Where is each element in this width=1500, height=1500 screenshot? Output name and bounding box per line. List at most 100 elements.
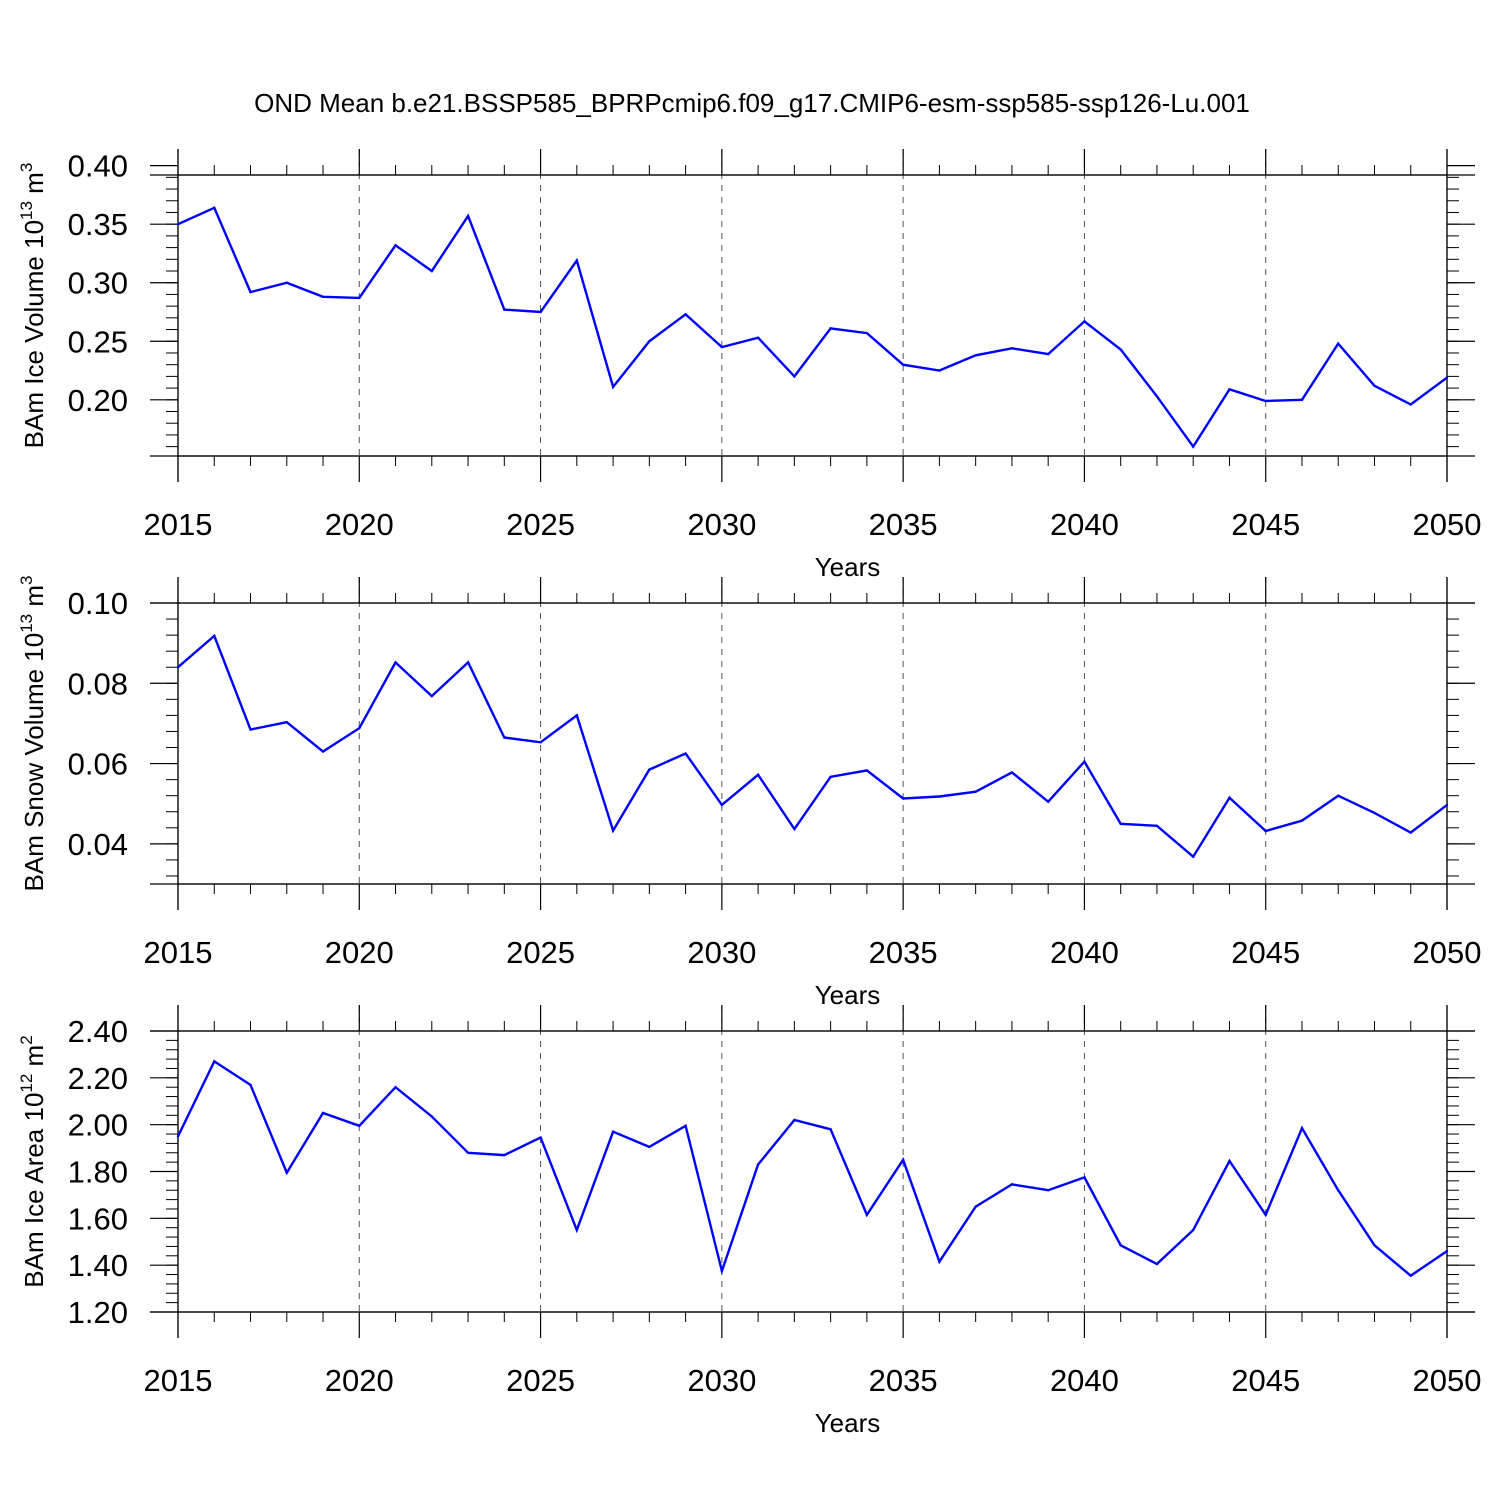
data-point <box>503 308 506 311</box>
x-tick-label: 2045 <box>1231 1363 1300 1398</box>
data-point <box>358 727 361 730</box>
data-point <box>466 214 470 218</box>
data-point <box>793 1118 796 1122</box>
data-point <box>756 1163 760 1166</box>
x-tick-label: 2030 <box>687 935 756 970</box>
data-point <box>430 269 433 273</box>
data-point <box>1083 760 1086 763</box>
x-tick-label: 2015 <box>144 1363 213 1398</box>
data-point <box>1300 1126 1304 1130</box>
data-point <box>1010 771 1014 774</box>
data-point <box>1155 1262 1159 1266</box>
y-tick-label: 1.20 <box>68 1295 128 1330</box>
data-point <box>539 1136 542 1139</box>
x-tick-label: 2035 <box>869 1363 938 1398</box>
data-point <box>249 290 252 294</box>
x-tick-label: 2025 <box>506 1363 575 1398</box>
data-point <box>1337 342 1340 345</box>
x-tick-label: 2045 <box>1231 507 1300 542</box>
series-line <box>177 206 1448 449</box>
data-point <box>1373 384 1376 387</box>
x-tick-label: 2045 <box>1231 935 1300 970</box>
y-tick-label: 2.00 <box>68 1108 128 1143</box>
data-point <box>1409 403 1412 406</box>
data-point <box>1264 399 1267 403</box>
y-tick-label: 2.40 <box>68 1014 128 1049</box>
data-point <box>358 296 361 300</box>
x-tick-label: 2050 <box>1413 935 1482 970</box>
y-tick-label: 2.20 <box>68 1061 128 1096</box>
x-axis-title: Years <box>815 980 881 1010</box>
data-point <box>1119 348 1122 351</box>
y-tick-label: 1.60 <box>68 1201 128 1236</box>
data-point <box>756 773 760 777</box>
data-point <box>684 1124 687 1128</box>
data-point <box>1300 819 1304 822</box>
data-point <box>901 1158 905 1161</box>
data-point <box>1337 794 1340 797</box>
data-point <box>575 1228 579 1232</box>
data-point <box>1264 829 1267 833</box>
y-axis-title: BAm Snow Volume 1013 m3 <box>17 576 49 892</box>
data-point <box>1119 1244 1122 1247</box>
data-point <box>503 736 506 739</box>
data-point <box>176 1135 180 1138</box>
data-point <box>684 752 687 755</box>
series-line <box>177 633 1448 859</box>
data-point <box>648 768 651 771</box>
data-point <box>1155 395 1159 398</box>
data-point <box>865 331 869 335</box>
x-tick-label: 2015 <box>144 935 213 970</box>
data-point <box>720 1269 724 1273</box>
x-tick-label: 2025 <box>506 507 575 542</box>
panels: 2015 2020 2025 2030 2035 2040 2045 2050 0.20 0.25… <box>17 149 1481 1438</box>
y-axis-title: BAm Ice Area 1012 m2 <box>17 1035 49 1287</box>
data-point <box>793 827 796 831</box>
data-point <box>938 795 941 798</box>
data-point <box>430 694 433 698</box>
data-point <box>648 340 651 343</box>
data-point <box>720 345 724 349</box>
data-point <box>394 1086 397 1089</box>
data-point <box>865 1213 869 1217</box>
data-point <box>1373 1244 1376 1247</box>
data-point <box>249 728 252 731</box>
data-point <box>1264 1213 1267 1217</box>
series-line <box>176 1059 1448 1278</box>
data-point <box>974 1205 977 1208</box>
data-point <box>321 295 325 298</box>
y-tick-label: 0.20 <box>68 383 128 418</box>
data-point <box>1046 1189 1050 1192</box>
data-point <box>176 222 180 226</box>
data-point <box>1337 1189 1340 1192</box>
data-point <box>285 1171 288 1174</box>
data-point <box>1192 1228 1195 1232</box>
x-tick-label: 2040 <box>1050 1363 1119 1398</box>
data-point <box>1010 347 1014 350</box>
x-tick-label: 2040 <box>1050 507 1119 542</box>
data-point <box>974 354 977 357</box>
data-point <box>1046 352 1050 356</box>
y-tick-label: 0.10 <box>68 586 128 621</box>
y-tick-label: 0.30 <box>68 266 128 301</box>
data-point <box>1010 1183 1014 1186</box>
x-tick-label: 2035 <box>869 935 938 970</box>
data-point <box>648 1145 651 1149</box>
x-tick-label: 2035 <box>869 507 938 542</box>
x-axis-title: Years <box>815 552 881 582</box>
data-point <box>539 741 542 744</box>
y-tick-label: 0.08 <box>68 666 128 701</box>
data-point <box>756 336 760 339</box>
y-tick-label: 1.40 <box>68 1248 128 1283</box>
data-point <box>1300 398 1304 401</box>
data-point <box>901 363 905 366</box>
data-point <box>611 385 615 389</box>
data-point <box>1445 376 1449 379</box>
data-point <box>466 1151 470 1154</box>
x-tick-label: 2020 <box>325 507 394 542</box>
x-tick-label: 2040 <box>1050 935 1119 970</box>
data-point <box>720 803 724 807</box>
data-point <box>901 797 905 800</box>
figure-title: OND Mean b.e21.BSSP585_BPRPcmip6.f09_g17… <box>254 88 1250 118</box>
